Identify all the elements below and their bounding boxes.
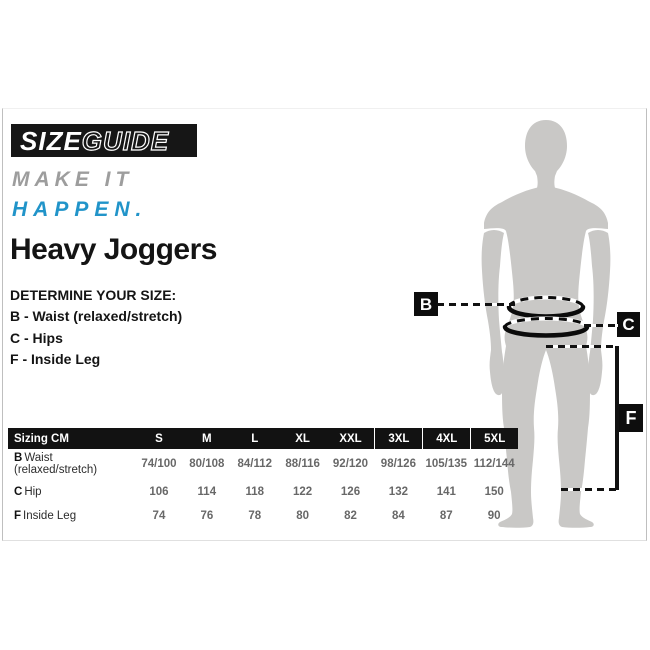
row-letter-c: C: [14, 485, 23, 498]
silhouette-head: [525, 120, 567, 191]
table-header-4xl: 4XL: [422, 428, 471, 449]
body-silhouette-figure: [481, 120, 611, 528]
silhouette-left-arm: [481, 230, 504, 396]
table-header-5xl: 5XL: [470, 428, 519, 449]
table-cell: 84/112: [237, 458, 272, 470]
marker-box-inside-leg: F: [619, 404, 643, 432]
measure-key-list: B - Waist (relaxed/stretch) C - Hips F -…: [10, 309, 182, 374]
tagline-make-it: MAKE IT: [12, 168, 134, 191]
table-cell: 132: [388, 485, 408, 498]
table-header-sizing-cm: Sizing CM: [8, 428, 135, 449]
table-cell: 141: [436, 485, 456, 498]
sizing-table: Sizing CM S M L XL XXL 3XL 4XL 5XL B Wais…: [8, 428, 519, 528]
logo-text-size: SIZE: [20, 125, 82, 156]
hips-callout-dashed-line: [584, 324, 618, 327]
row-letter-b: B: [14, 452, 23, 464]
silhouette-torso: [484, 186, 608, 346]
row-label-waist-text: Waist (relaxed/stretch): [14, 452, 98, 476]
hip-measure-ellipse: [502, 316, 590, 338]
row-label-inside-leg-text: Inside Leg: [23, 510, 77, 522]
marker-label-c: C: [622, 315, 635, 334]
table-header-xxl: XXL: [326, 428, 375, 449]
table-cell: 126: [340, 485, 361, 498]
table-cell: 92/120: [332, 458, 369, 470]
marker-label-f: F: [625, 408, 637, 428]
marker-label-b: B: [419, 294, 433, 314]
table-row-label-hip: C Hip: [8, 486, 135, 498]
measure-key-hips: C - Hips: [10, 329, 63, 346]
table-cell: 122: [293, 485, 313, 498]
table-cell: 76: [200, 510, 214, 522]
tagline-happen: HAPPEN.: [12, 198, 148, 221]
table-cell: 106: [149, 485, 169, 498]
table-header-3xl: 3XL: [374, 428, 423, 449]
silhouette-right-leg: [546, 346, 594, 528]
table-cell: 80: [296, 510, 310, 522]
silhouette-right-arm: [588, 230, 611, 396]
table-cell: 78: [248, 510, 262, 522]
table-cell: 82: [344, 510, 357, 522]
table-header-s: S: [135, 428, 183, 449]
table-cell: 87: [439, 510, 453, 522]
marker-box-waist: B: [414, 292, 438, 316]
table-cell: 74/100: [141, 458, 177, 470]
brand-logo: SIZE GUIDE: [11, 124, 197, 157]
table-header-m: M: [182, 428, 231, 449]
waist-callout-dashed-line: [437, 303, 515, 306]
table-cell: 114: [197, 485, 217, 498]
determine-heading: DETERMINE YOUR SIZE:: [10, 287, 177, 303]
table-row-label-inside-leg: F Inside Leg: [8, 510, 135, 522]
measure-key-inside-leg: F - Inside Leg: [10, 351, 101, 367]
table-cell: 118: [245, 485, 264, 498]
table-cell: 98/126: [380, 458, 416, 470]
table-cell: 105/135: [425, 458, 468, 470]
table-cell: 112/144: [473, 458, 515, 470]
silhouette-left-leg: [498, 346, 546, 528]
table-row-label-waist: B Waist (relaxed/stretch): [8, 452, 135, 476]
table-cell: 150: [484, 485, 504, 498]
table-cell: 84: [392, 510, 405, 522]
table-cell: 88/116: [285, 458, 320, 470]
table-cell: 90: [487, 510, 501, 522]
measure-key-waist: B - Waist (relaxed/stretch): [10, 308, 183, 324]
table-cell: 80/108: [189, 458, 225, 470]
inside-leg-vertical-line: [615, 346, 619, 490]
row-label-hip-text: Hip: [24, 485, 42, 498]
row-letter-f: F: [14, 510, 22, 522]
logo-text-guide: GUIDE: [81, 125, 170, 156]
marker-box-hips: C: [617, 312, 640, 337]
image-frame-border: [2, 108, 647, 541]
table-header-l: L: [230, 428, 279, 449]
inside-leg-top-dashed-line: [546, 345, 616, 348]
product-title: Heavy Joggers: [10, 233, 217, 266]
table-cell: 74: [152, 510, 166, 522]
table-header-xl: XL: [278, 428, 327, 449]
inside-leg-bottom-dashed-line: [561, 488, 617, 491]
